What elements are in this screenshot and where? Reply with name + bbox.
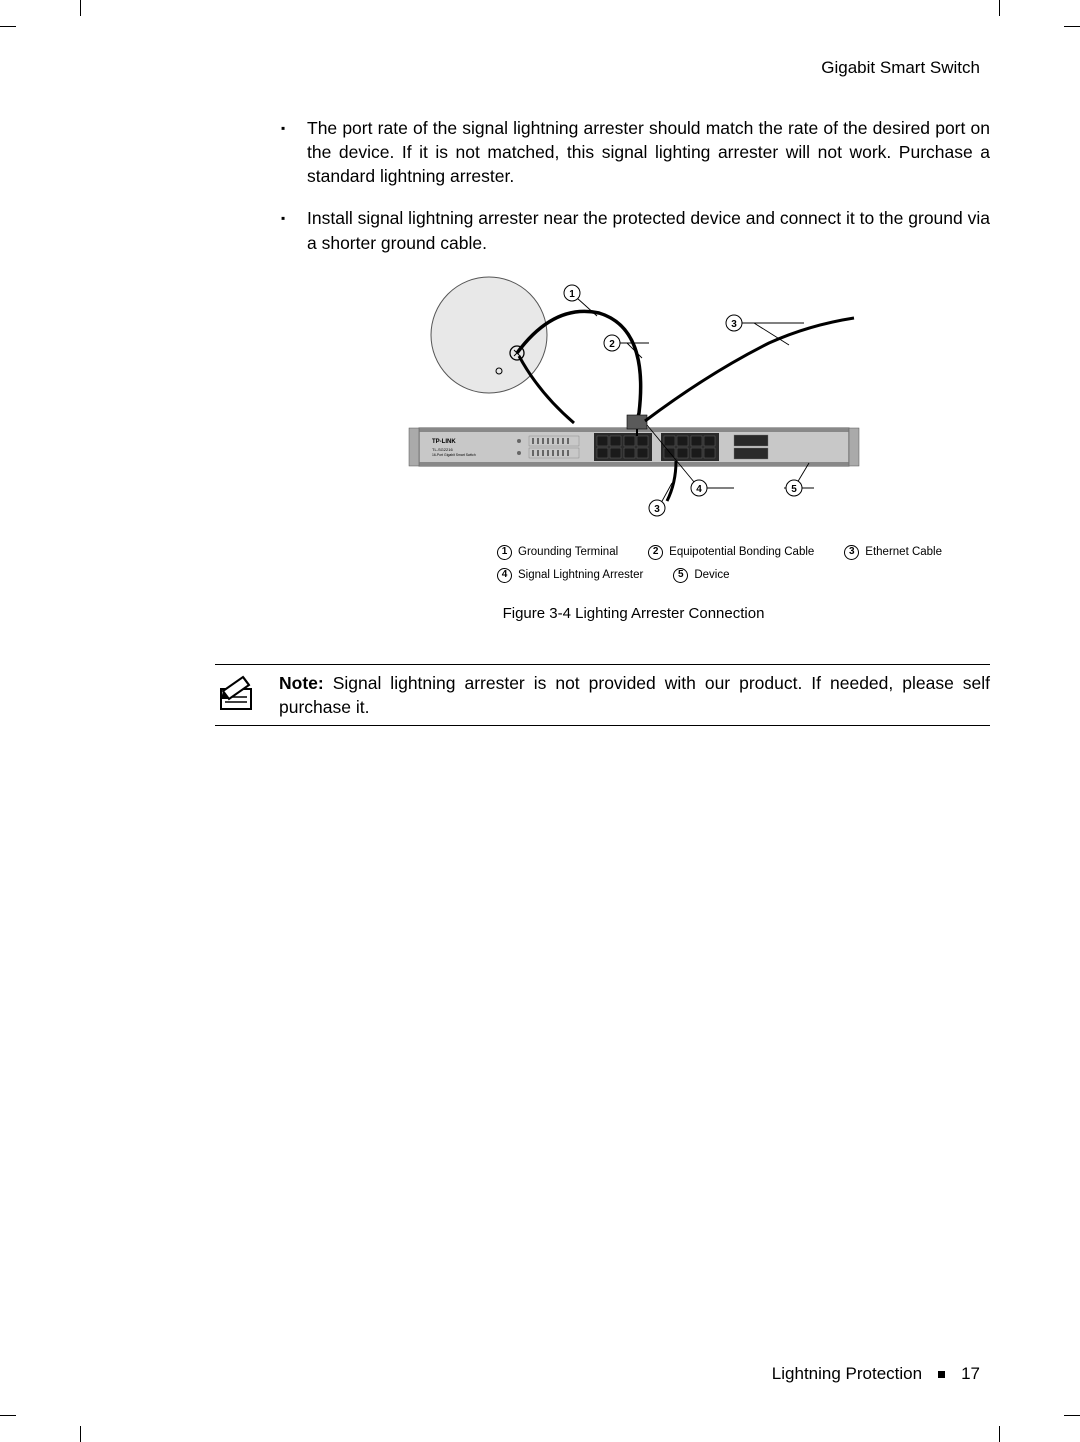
note-icon bbox=[215, 671, 261, 718]
header-title: Gigabit Smart Switch bbox=[215, 58, 990, 78]
device-model: TL-SG2216 bbox=[432, 447, 453, 452]
legend-item: 3 Ethernet Cable bbox=[844, 545, 942, 560]
svg-text:4: 4 bbox=[696, 484, 702, 495]
figure-legend: 1 Grounding Terminal 2 Equipotential Bon… bbox=[497, 545, 990, 583]
svg-text:1: 1 bbox=[569, 289, 575, 300]
bullet-item: Install signal lightning arrester near t… bbox=[277, 206, 990, 254]
legend-item: 2 Equipotential Bonding Cable bbox=[648, 545, 814, 560]
svg-text:3: 3 bbox=[731, 319, 737, 330]
legend-item: 1 Grounding Terminal bbox=[497, 545, 618, 560]
figure-block: TP-LINK TL-SG2216 16-Port Gigabit Smart … bbox=[277, 273, 990, 622]
lightning-arrester-diagram: TP-LINK TL-SG2216 16-Port Gigabit Smart … bbox=[399, 273, 869, 533]
bullet-item: The port rate of the signal lightning ar… bbox=[277, 116, 990, 188]
footer-page-number: 17 bbox=[961, 1364, 980, 1384]
figure-caption: Figure 3-4 Lighting Arrester Connection bbox=[277, 605, 990, 622]
page-footer: Lightning Protection 17 bbox=[772, 1364, 980, 1384]
svg-text:2: 2 bbox=[609, 339, 615, 350]
footer-square-icon bbox=[938, 1371, 945, 1378]
footer-section: Lightning Protection bbox=[772, 1364, 922, 1384]
note-text: Note: Signal lightning arrester is not p… bbox=[279, 671, 990, 719]
page-content: Gigabit Smart Switch The port rate of th… bbox=[215, 58, 990, 1384]
legend-item: 4 Signal Lightning Arrester bbox=[497, 568, 643, 583]
device-subtitle: 16-Port Gigabit Smart Switch bbox=[432, 453, 476, 457]
svg-text:3: 3 bbox=[654, 504, 660, 515]
svg-text:5: 5 bbox=[791, 484, 797, 495]
device-brand: TP-LINK bbox=[432, 439, 456, 445]
note-block: Note: Signal lightning arrester is not p… bbox=[215, 664, 990, 726]
legend-item: 5 Device bbox=[673, 568, 729, 583]
bullet-list: The port rate of the signal lightning ar… bbox=[215, 116, 990, 255]
